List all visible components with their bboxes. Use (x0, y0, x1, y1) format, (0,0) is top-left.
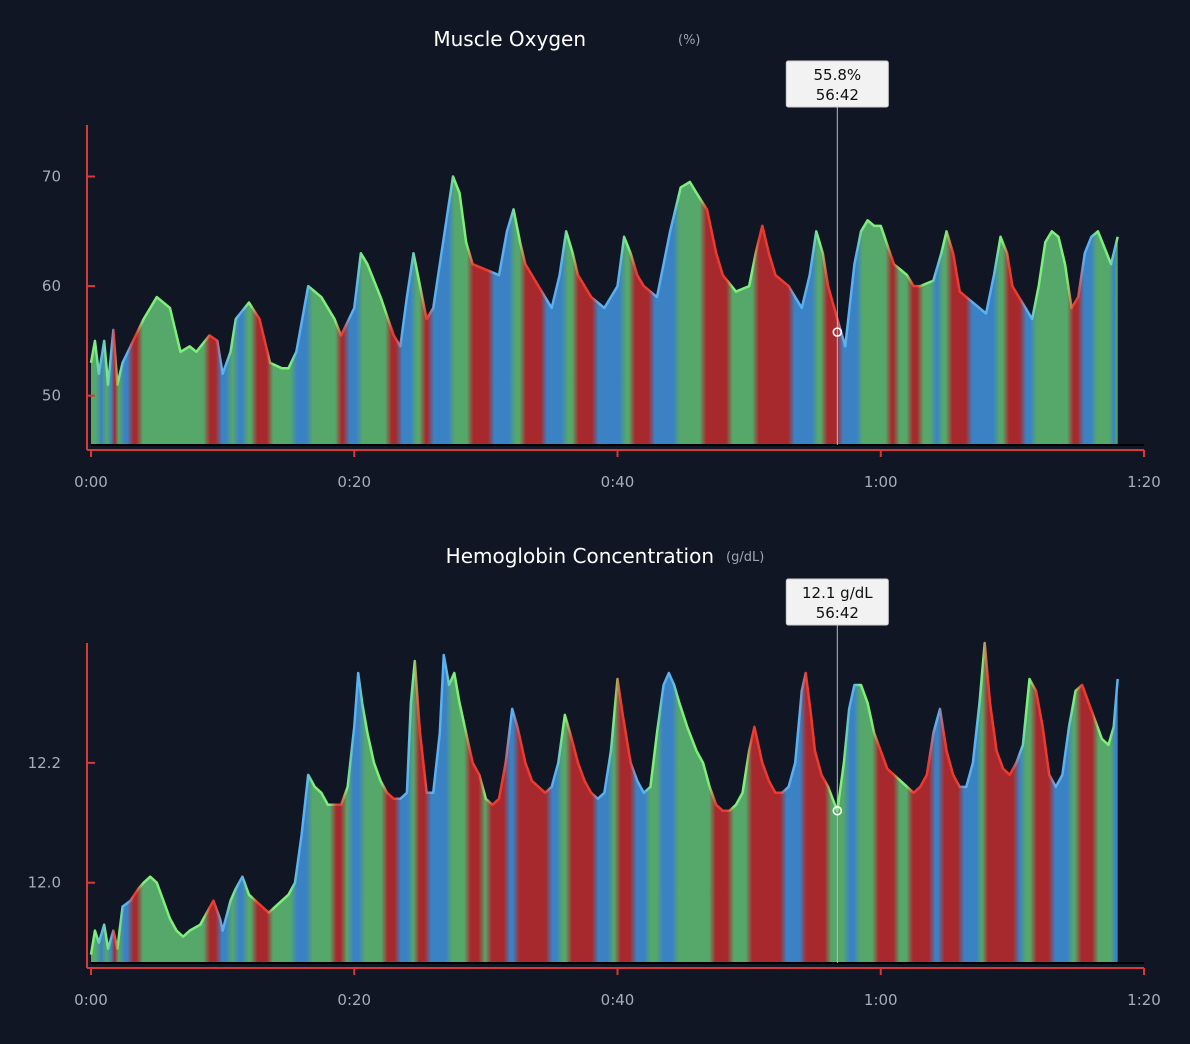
x-tick-label: 1:00 (864, 991, 898, 1009)
x-tick-label: 1:20 (1127, 473, 1161, 491)
chart-title: Hemoglobin Concentration (446, 544, 714, 568)
data-area (91, 643, 1118, 963)
x-tick-label: 0:20 (337, 991, 371, 1009)
y-tick-label: 12.2 (28, 754, 61, 772)
crosshair-point (832, 805, 843, 816)
tooltip: 12.1 g/dL 56:42 (785, 578, 889, 626)
x-tick-label: 0:20 (337, 473, 371, 491)
tooltip-box (785, 60, 889, 108)
tooltip-value: 12.1 g/dL (802, 584, 873, 602)
muscle-oxygen-chart: Muscle Oxygen (%) 50 60 70 0:00 0:20 0:40 1:00… (42, 27, 1161, 491)
data-line (89, 641, 1119, 955)
chart-title: Muscle Oxygen (433, 27, 586, 51)
tooltip-time: 56:42 (816, 86, 859, 104)
tooltip: 55.8% 56:42 (785, 60, 889, 108)
x-tick-label: 1:00 (864, 473, 898, 491)
y-tick-label: 12.0 (28, 874, 61, 892)
x-tick-label: 0:40 (601, 991, 635, 1009)
x-tick-label: 0:00 (74, 991, 108, 1009)
data-area (91, 176, 1118, 445)
y-tick-label: 50 (42, 387, 61, 405)
y-tick-label: 70 (42, 168, 61, 186)
data-line (89, 175, 1119, 386)
x-tick-label: 0:40 (601, 473, 635, 491)
chart-unit: (%) (678, 33, 701, 48)
tooltip-value: 55.8% (813, 66, 861, 84)
hemoglobin-chart: Hemoglobin Concentration (g/dL) 12.0 12.2… (28, 544, 1161, 1009)
tooltip-box (785, 578, 889, 626)
crosshair-point (832, 327, 843, 337)
tooltip-time: 56:42 (816, 604, 859, 622)
chart-unit: (g/dL) (726, 550, 764, 565)
x-tick-label: 0:00 (74, 473, 108, 491)
y-tick-label: 60 (42, 277, 61, 295)
x-tick-label: 1:20 (1127, 991, 1161, 1009)
